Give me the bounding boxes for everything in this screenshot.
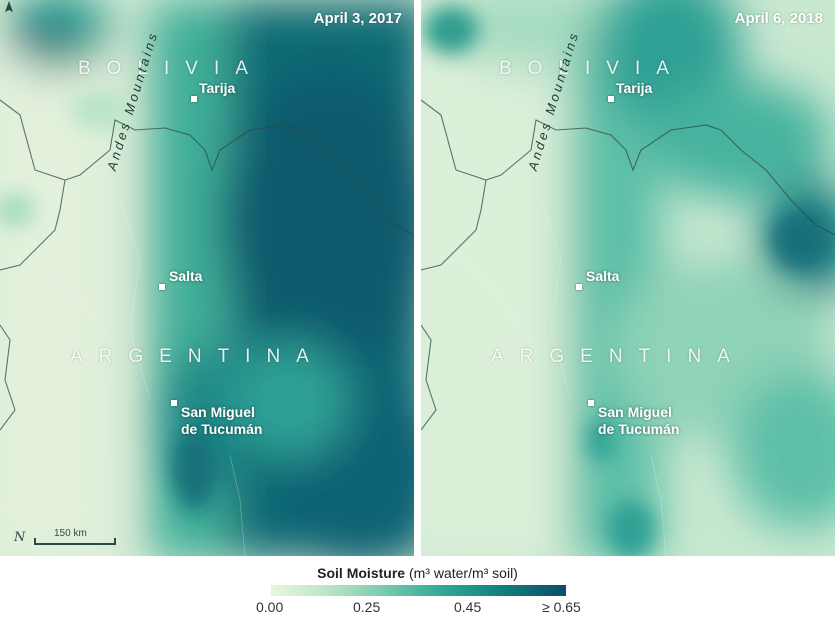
legend-tick: ≥ 0.65 bbox=[542, 599, 581, 615]
map-panel-2018: April 6, 2018 BOLIVIA ARGENTINA Andes Mo… bbox=[421, 0, 835, 556]
scale-bar bbox=[34, 538, 116, 545]
city-label-tucuman-line2: de Tucumán bbox=[598, 421, 680, 437]
legend-color-scale bbox=[271, 585, 566, 596]
city-label-tarija: Tarija bbox=[199, 80, 236, 96]
city-marker-salta bbox=[576, 284, 582, 290]
color-legend: Soil Moisture (m³ water/m³ soil) 0.00 0.… bbox=[0, 556, 835, 632]
city-label-tucuman-line1: San Miguel bbox=[181, 404, 255, 420]
city-marker-tucuman bbox=[171, 400, 177, 406]
country-label-bolivia: BOLIVIA bbox=[78, 58, 264, 79]
north-arrow-icon bbox=[5, 1, 13, 12]
north-label: N bbox=[14, 530, 26, 545]
legend-title: Soil Moisture (m³ water/m³ soil) bbox=[0, 565, 835, 581]
legend-tick: 0.00 bbox=[256, 599, 284, 615]
country-label-argentina: ARGENTINA bbox=[70, 346, 325, 367]
scale-label: 150 km bbox=[54, 528, 87, 539]
city-label-tucuman-line2: de Tucumán bbox=[181, 421, 263, 437]
panel-date: April 3, 2017 bbox=[313, 10, 402, 27]
city-marker-tucuman bbox=[588, 400, 594, 406]
map-panel-2017: April 3, 2017 BOLIVIA ARGENTINA Andes Mo… bbox=[0, 0, 414, 556]
city-label-tucuman: San Miguel de Tucumán bbox=[598, 404, 679, 438]
city-label-tucuman: San Miguel de Tucumán bbox=[181, 404, 262, 438]
legend-tick: 0.25 bbox=[353, 599, 381, 615]
country-label-argentina: ARGENTINA bbox=[491, 346, 746, 367]
city-label-tucuman-line1: San Miguel bbox=[598, 404, 672, 420]
city-marker-tarija bbox=[608, 96, 614, 102]
city-label-salta: Salta bbox=[586, 268, 620, 284]
legend-tick: 0.45 bbox=[454, 599, 482, 615]
soil-moisture-map-2018 bbox=[421, 0, 835, 556]
panel-date: April 6, 2018 bbox=[734, 10, 823, 27]
country-label-bolivia: BOLIVIA bbox=[499, 58, 685, 79]
city-label-tarija: Tarija bbox=[616, 80, 653, 96]
soil-moisture-map-2017 bbox=[0, 0, 414, 556]
city-label-salta: Salta bbox=[169, 268, 203, 284]
legend-title-main: Soil Moisture bbox=[317, 565, 406, 581]
legend-units: (m³ water/m³ soil) bbox=[408, 565, 518, 581]
city-marker-tarija bbox=[191, 96, 197, 102]
city-marker-salta bbox=[159, 284, 165, 290]
